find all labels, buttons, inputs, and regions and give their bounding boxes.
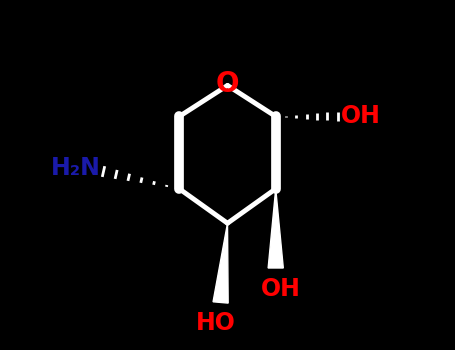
Text: O: O <box>216 70 239 98</box>
Polygon shape <box>268 189 283 268</box>
Text: OH: OH <box>340 104 380 128</box>
Text: OH: OH <box>261 276 301 301</box>
Polygon shape <box>213 223 228 303</box>
Text: H₂N: H₂N <box>51 156 101 180</box>
Text: HO: HO <box>196 311 235 335</box>
